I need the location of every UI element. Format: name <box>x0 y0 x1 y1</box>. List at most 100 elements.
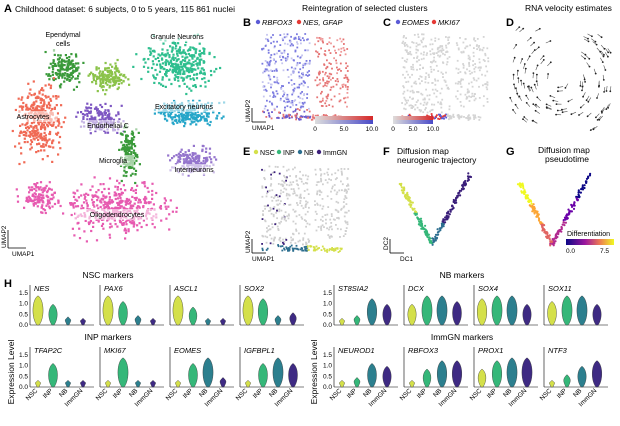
umap-point <box>88 221 90 223</box>
umap-point <box>73 206 75 208</box>
umap-point <box>406 44 408 46</box>
umap-point <box>122 80 124 82</box>
umap-point <box>91 185 93 187</box>
umap-point <box>193 159 195 161</box>
umap-point <box>337 211 339 213</box>
umap-point <box>33 80 35 82</box>
umap-point <box>147 58 149 60</box>
umap-point <box>329 76 331 78</box>
umap-point <box>210 161 212 163</box>
umap-point <box>440 102 442 104</box>
umap-point <box>101 113 103 115</box>
umap-point <box>283 248 285 250</box>
umap-point <box>198 53 200 55</box>
umap-point <box>82 207 84 209</box>
violin-group-label: NB <box>362 387 373 398</box>
umap-point <box>37 139 39 141</box>
umap-point <box>116 68 118 70</box>
umap-point <box>168 54 170 56</box>
umap-point <box>77 222 79 224</box>
umap-point <box>136 224 138 226</box>
umap-point <box>283 33 285 35</box>
umap-c-scatter <box>401 33 489 121</box>
violin-shape <box>437 361 447 387</box>
umap-point <box>176 53 178 55</box>
umap-point <box>193 55 195 57</box>
umap-point <box>407 46 409 48</box>
umap-point <box>487 60 489 62</box>
umap-point <box>77 77 79 79</box>
velocity-arrow-head <box>587 115 589 117</box>
umap-point <box>177 64 179 66</box>
umap-point <box>90 230 92 232</box>
umap-point <box>291 43 293 45</box>
umap-point <box>327 206 329 208</box>
umap-point <box>433 104 435 106</box>
diffusion-point <box>411 207 413 209</box>
umap-point <box>279 195 281 197</box>
umap-point <box>185 93 187 95</box>
umap-point <box>404 77 406 79</box>
umap-point <box>301 83 303 85</box>
umap-point <box>344 102 346 104</box>
umap-point <box>181 68 183 70</box>
umap-point <box>317 51 319 53</box>
umap-point <box>64 77 66 79</box>
umap-point <box>431 69 433 71</box>
umap-point <box>438 38 440 40</box>
umap-point <box>291 245 293 247</box>
diffusion-point <box>409 201 411 203</box>
umap-point <box>447 58 449 60</box>
umap-point <box>143 59 145 61</box>
umap-point <box>128 84 130 86</box>
violin-shape <box>408 304 416 325</box>
colorbar-blue <box>315 120 373 124</box>
colorbar-tick: 10.0 <box>427 126 440 133</box>
umap-point <box>29 200 31 202</box>
diffusion-point <box>537 213 539 215</box>
umap-point <box>152 223 154 225</box>
diffusion-point <box>549 234 551 236</box>
umap-point <box>347 178 349 180</box>
violin-shape <box>368 363 377 387</box>
umap-point <box>486 71 488 73</box>
umap-point <box>60 205 62 207</box>
umap-point <box>325 219 327 221</box>
umap-point <box>342 86 344 88</box>
umap-point <box>288 204 290 206</box>
umap-point <box>423 46 425 48</box>
umap-point <box>26 198 28 200</box>
umap-point <box>161 57 163 59</box>
umap-point <box>59 85 61 87</box>
violin-shape <box>422 296 432 325</box>
umap-point <box>140 78 142 80</box>
umap-point <box>44 132 46 134</box>
umap-point <box>432 43 434 45</box>
umap-point <box>82 118 84 120</box>
violin-y-tick: 1.5 <box>323 290 332 297</box>
umap-point <box>434 84 436 86</box>
umap-point <box>299 240 301 242</box>
umap-point <box>180 77 182 79</box>
umap-point <box>457 72 459 74</box>
umap-point <box>48 133 50 135</box>
velocity-arrow-head <box>603 91 605 93</box>
umap-point <box>278 183 280 185</box>
umap-point <box>51 108 53 110</box>
velocity-arrow-head <box>604 48 606 50</box>
umap-point <box>336 62 338 64</box>
umap-point <box>327 83 329 85</box>
umap-point <box>425 78 427 80</box>
umap-point <box>129 221 131 223</box>
umap-point <box>175 211 177 213</box>
umap-point <box>290 237 292 239</box>
umap-point <box>125 139 127 141</box>
umap-point <box>326 66 328 68</box>
umap-point <box>483 36 485 38</box>
umap-point <box>109 196 111 198</box>
umap-point <box>103 76 105 78</box>
umap-point <box>428 76 430 78</box>
umap-point <box>326 96 328 98</box>
velocity-arrow-head <box>568 101 570 103</box>
umap-point <box>125 76 127 78</box>
